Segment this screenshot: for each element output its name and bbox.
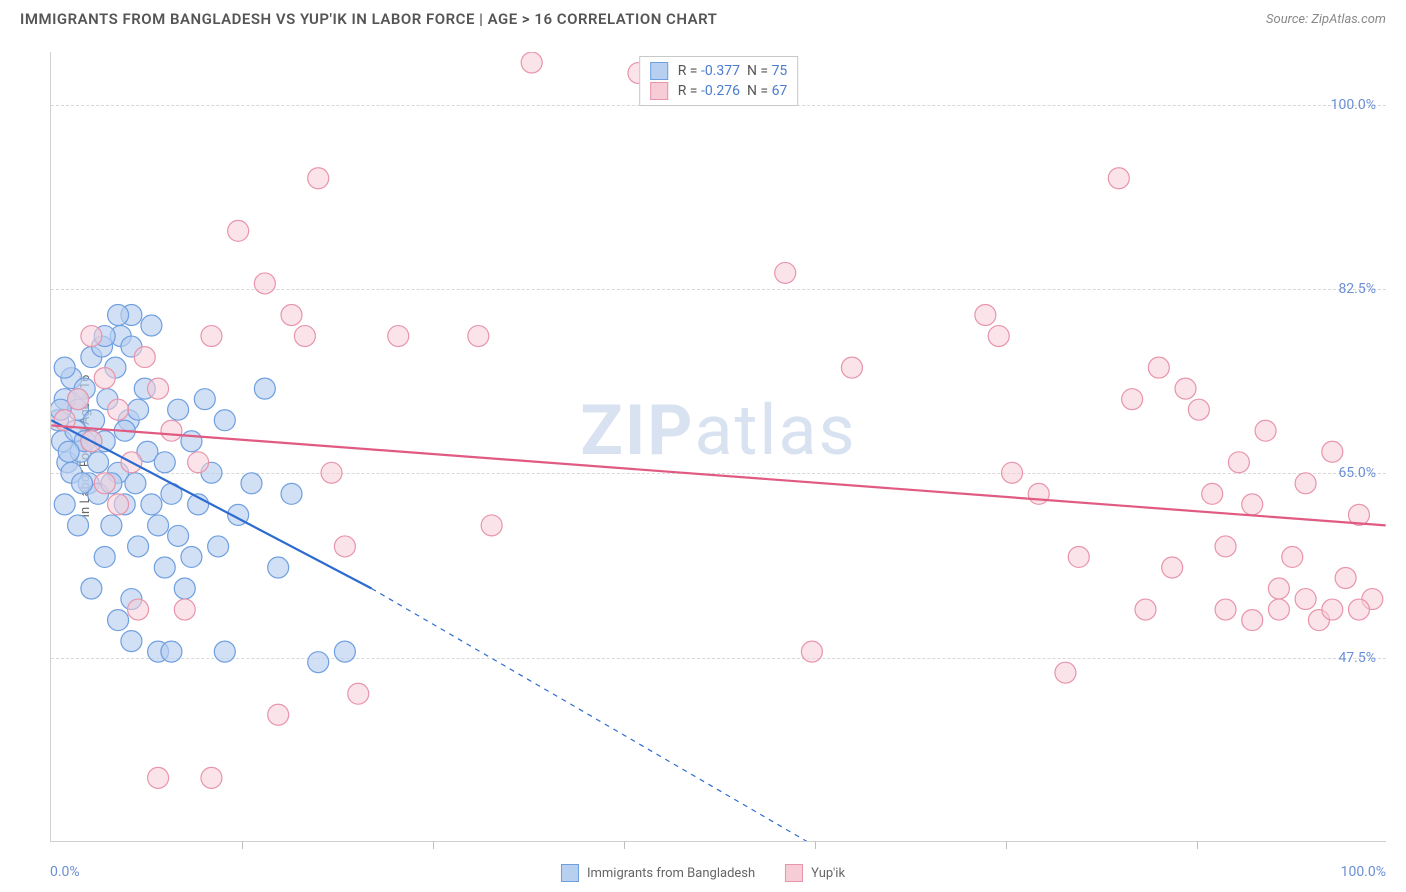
x-axis-min-label: 0.0% [50,864,80,880]
legend-item: Yup'ik [785,864,845,882]
stats-row: R = -0.276 N = 67 [650,81,788,101]
source-label: Source: ZipAtlas.com [1266,12,1386,27]
bottom-legend: Immigrants from Bangladesh Yup'ik [561,864,845,882]
x-axis-max-label: 100.0% [1341,864,1386,880]
legend-label: Immigrants from Bangladesh [587,866,755,881]
swatch-icon [561,864,579,882]
chart-title: IMMIGRANTS FROM BANGLADESH VS YUP'IK IN … [20,10,717,28]
scatter-svg [51,52,1386,841]
swatch-icon [650,62,668,80]
legend-item: Immigrants from Bangladesh [561,864,755,882]
swatch-icon [650,82,668,100]
legend-label: Yup'ik [811,866,845,881]
chart-plot-area: ZIPatlas R = -0.377 N = 75 R = -0.276 N … [50,52,1386,842]
stats-row: R = -0.377 N = 75 [650,61,788,81]
swatch-icon [785,864,803,882]
correlation-stats-box: R = -0.377 N = 75 R = -0.276 N = 67 [639,56,799,106]
